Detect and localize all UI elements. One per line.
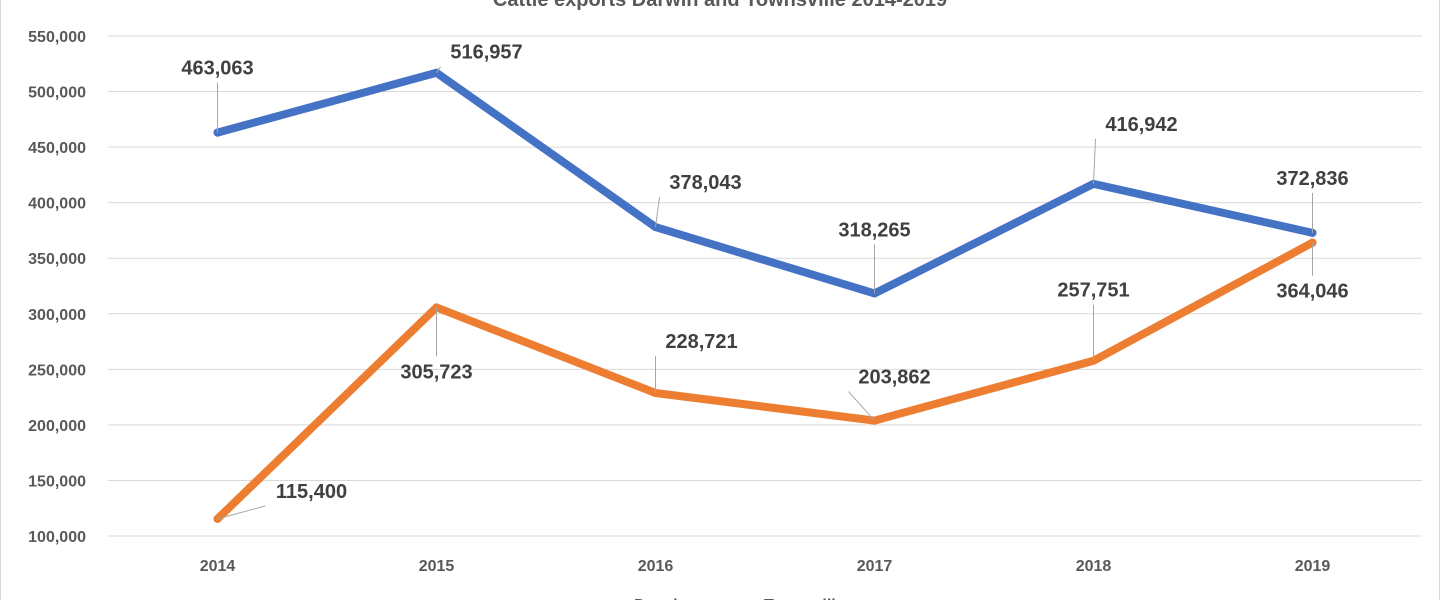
label-leader-lines	[217, 66, 1313, 520]
y-tick-label: 400,000	[28, 196, 86, 213]
y-tick-label: 450,000	[28, 140, 86, 157]
x-axis: 2014 2015 2016 2017 2018 2019	[200, 558, 1331, 575]
y-tick-label: 300,000	[28, 307, 86, 324]
x-tick-label: 2019	[1295, 558, 1331, 575]
y-tick-label: 150,000	[28, 473, 86, 490]
y-tick-label: 100,000	[28, 529, 86, 546]
label-leader-line	[848, 391, 875, 421]
label-leader-line	[217, 505, 266, 520]
data-label-townsville: 115,400	[276, 481, 347, 503]
y-tick-label: 250,000	[28, 362, 86, 379]
y-axis: 100,000 150,000 200,000 250,000 300,000 350,0…	[28, 29, 86, 546]
data-label-darwin: 463,063	[181, 58, 253, 80]
data-label-townsville: 305,723	[400, 361, 472, 383]
data-label-darwin: 416,942	[1105, 114, 1177, 136]
data-label-darwin: 318,265	[838, 219, 910, 241]
data-label-townsville: 364,046	[1276, 281, 1348, 303]
x-tick-label: 2016	[638, 558, 674, 575]
series-line-darwin	[213, 68, 1317, 298]
y-tick-label: 550,000	[28, 29, 86, 46]
x-tick-label: 2014	[200, 558, 236, 575]
label-leader-line	[1093, 138, 1096, 184]
label-leader-line	[655, 196, 660, 228]
data-label-townsville: 257,751	[1057, 280, 1129, 302]
data-labels: 463,063 516,957 378,043 318,265 416,942 372,8…	[181, 42, 1348, 503]
series-line-townsville	[213, 238, 1317, 523]
y-tick-label: 200,000	[28, 418, 86, 435]
data-label-darwin: 372,836	[1276, 168, 1348, 190]
y-tick-label: 500,000	[28, 85, 86, 102]
data-label-townsville: 203,862	[858, 367, 930, 389]
y-tick-label: 350,000	[28, 251, 86, 268]
data-label-townsville: 228,721	[665, 331, 737, 353]
data-label-darwin: 378,043	[669, 172, 741, 194]
data-label-darwin: 516,957	[450, 42, 522, 64]
x-tick-label: 2015	[419, 558, 455, 575]
chart-title: Cattle exports Darwin and Townsville 201…	[493, 0, 947, 11]
label-leader-line	[436, 66, 441, 73]
x-tick-label: 2017	[857, 558, 893, 575]
x-tick-label: 2018	[1076, 558, 1112, 575]
